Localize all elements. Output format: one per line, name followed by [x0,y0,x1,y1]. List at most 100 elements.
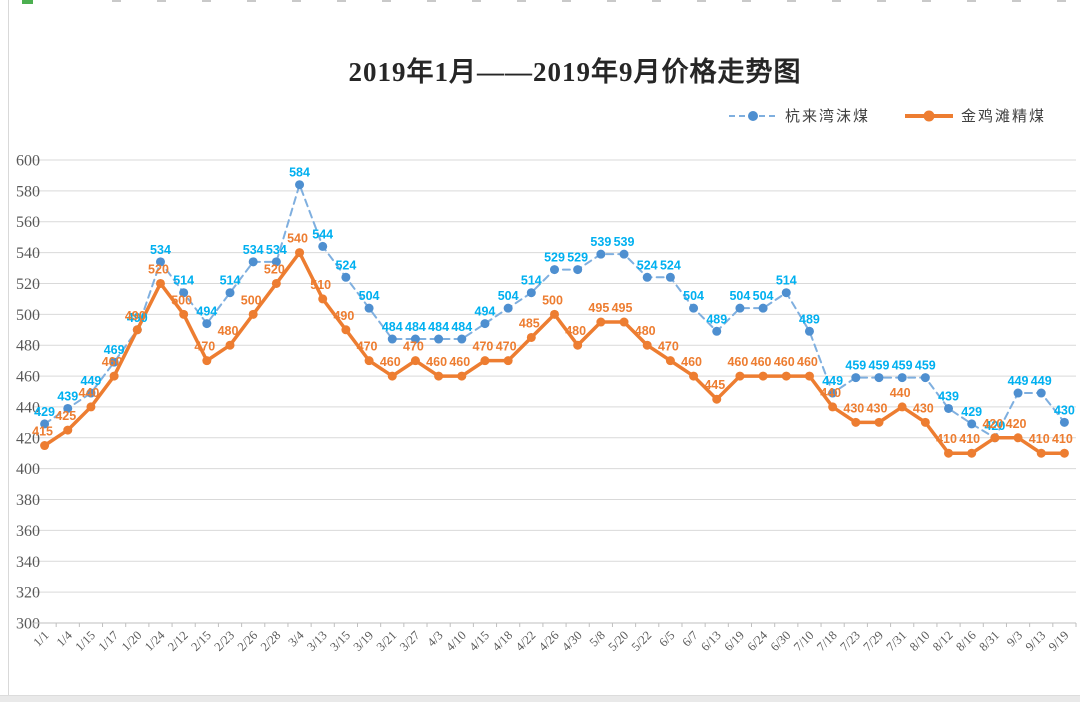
series-1-point-marker[interactable] [920,417,930,427]
series-0-point-marker[interactable] [828,388,838,398]
series-1-point-marker[interactable] [665,356,675,366]
series-0-point-marker[interactable] [758,303,768,313]
series-1-point-marker[interactable] [642,340,652,350]
series-0-point-marker[interactable] [434,334,444,344]
series-0-point-marker[interactable] [804,326,814,336]
series-0-point-marker[interactable] [202,319,212,329]
series-0-point-marker[interactable] [874,373,884,383]
series-1-point-marker[interactable] [828,402,838,412]
series-0-data-label: 524 [660,258,681,272]
series-1-point-marker[interactable] [851,417,861,427]
y-axis-tick-label: 320 [16,585,40,602]
series-0-point-marker[interactable] [689,303,699,313]
series-0-point-marker[interactable] [967,419,977,429]
series-1-point-marker[interactable] [225,340,235,350]
series-0-point-marker[interactable] [781,288,791,298]
series-0-point-marker[interactable] [480,319,490,329]
series-0-point-marker[interactable] [920,373,930,383]
series-1-point-marker[interactable] [480,356,490,366]
series-1-point-marker[interactable] [550,309,559,319]
x-axis-category-label: 4/30 [559,628,585,654]
series-1-point-marker[interactable] [735,371,745,381]
series-1-data-label: 410 [959,432,980,446]
series-0-point-marker[interactable] [619,249,629,259]
series-1-point-marker[interactable] [573,340,583,350]
series-0-point-marker[interactable] [735,303,745,313]
series-1-point-marker[interactable] [109,371,119,381]
series-1-point-marker[interactable] [712,394,722,404]
series-0-point-marker[interactable] [596,249,606,259]
series-0-point-marker[interactable] [387,334,397,344]
series-0-point-marker[interactable] [63,403,73,413]
series-0-point-marker[interactable] [851,373,861,383]
series-0-point-marker[interactable] [318,241,328,251]
series-0-point-marker[interactable] [897,373,907,383]
series-1-point-marker[interactable] [318,294,328,304]
series-1-data-label: 485 [519,316,540,330]
series-1-point-marker[interactable] [967,448,977,458]
x-axis-category-label: 3/21 [374,628,400,654]
series-0-point-marker[interactable] [1013,388,1023,398]
series-1-point-marker[interactable] [341,325,351,335]
series-0-point-marker[interactable] [364,303,374,313]
series-1-point-marker[interactable] [457,371,467,381]
series-1-point-marker[interactable] [132,325,142,335]
series-0-point-marker[interactable] [410,334,420,344]
series-0-point-marker[interactable] [712,326,722,336]
series-1-point-marker[interactable] [179,309,189,319]
series-1-point-marker[interactable] [874,417,884,427]
series-1-point-marker[interactable] [503,356,513,366]
series-0-point-marker[interactable] [944,403,954,413]
series-1-point-marker[interactable] [410,356,420,366]
series-1-point-marker[interactable] [248,309,258,319]
series-1-point-marker[interactable] [1013,433,1023,443]
series-1-point-marker[interactable] [897,402,907,412]
series-0-point-marker[interactable] [271,257,281,267]
series-0-point-marker[interactable] [1059,417,1069,427]
series-0-point-marker[interactable] [1036,388,1046,398]
series-1-point-marker[interactable] [434,371,444,381]
series-0-point-marker[interactable] [457,334,467,344]
series-0-point-marker[interactable] [225,288,235,298]
series-0-point-marker[interactable] [573,265,583,275]
series-1-point-marker[interactable] [990,433,1000,443]
series-0-point-marker[interactable] [526,288,536,298]
series-1-point-marker[interactable] [364,356,374,366]
series-1-point-marker[interactable] [155,278,165,288]
series-0-point-marker[interactable] [40,419,50,429]
series-1-point-marker[interactable] [387,371,397,381]
series-0-data-label: 539 [614,235,635,249]
series-1-point-marker[interactable] [944,448,954,458]
series-1-point-marker[interactable] [1059,448,1069,458]
series-0-point-marker[interactable] [550,265,559,275]
series-1-point-marker[interactable] [689,371,699,381]
series-0-point-marker[interactable] [86,388,96,398]
series-1-point-marker[interactable] [526,332,536,342]
series-1-point-marker[interactable] [758,371,768,381]
series-0-point-marker[interactable] [155,257,165,267]
series-1-point-marker[interactable] [202,356,212,366]
series-1-point-marker[interactable] [1036,448,1046,458]
series-0-point-marker[interactable] [642,272,652,282]
legend-item-series-2[interactable]: 金鸡滩精煤 [904,105,1046,126]
series-0-point-marker[interactable] [503,303,513,313]
series-1-point-marker[interactable] [781,371,791,381]
series-1-point-marker[interactable] [619,317,629,327]
series-0-point-marker[interactable] [295,180,305,190]
series-1-point-marker[interactable] [271,278,281,288]
series-0-point-marker[interactable] [341,272,351,282]
series-1-point-marker[interactable] [63,425,73,435]
series-0-data-label: 430 [1054,403,1075,417]
series-0-point-marker[interactable] [665,272,675,282]
series-1-point-marker[interactable] [804,371,814,381]
series-0-point-marker[interactable] [179,288,189,298]
series-1-point-marker[interactable] [596,317,606,327]
series-0-point-marker[interactable] [109,357,119,367]
series-1-data-label: 440 [890,386,911,400]
legend-item-series-1[interactable]: 杭来湾沫煤 [728,105,870,126]
series-1-point-marker[interactable] [40,441,50,451]
series-0-point-marker[interactable] [248,257,258,267]
series-1-point-marker[interactable] [295,248,305,258]
series-1-point-marker[interactable] [86,402,96,412]
